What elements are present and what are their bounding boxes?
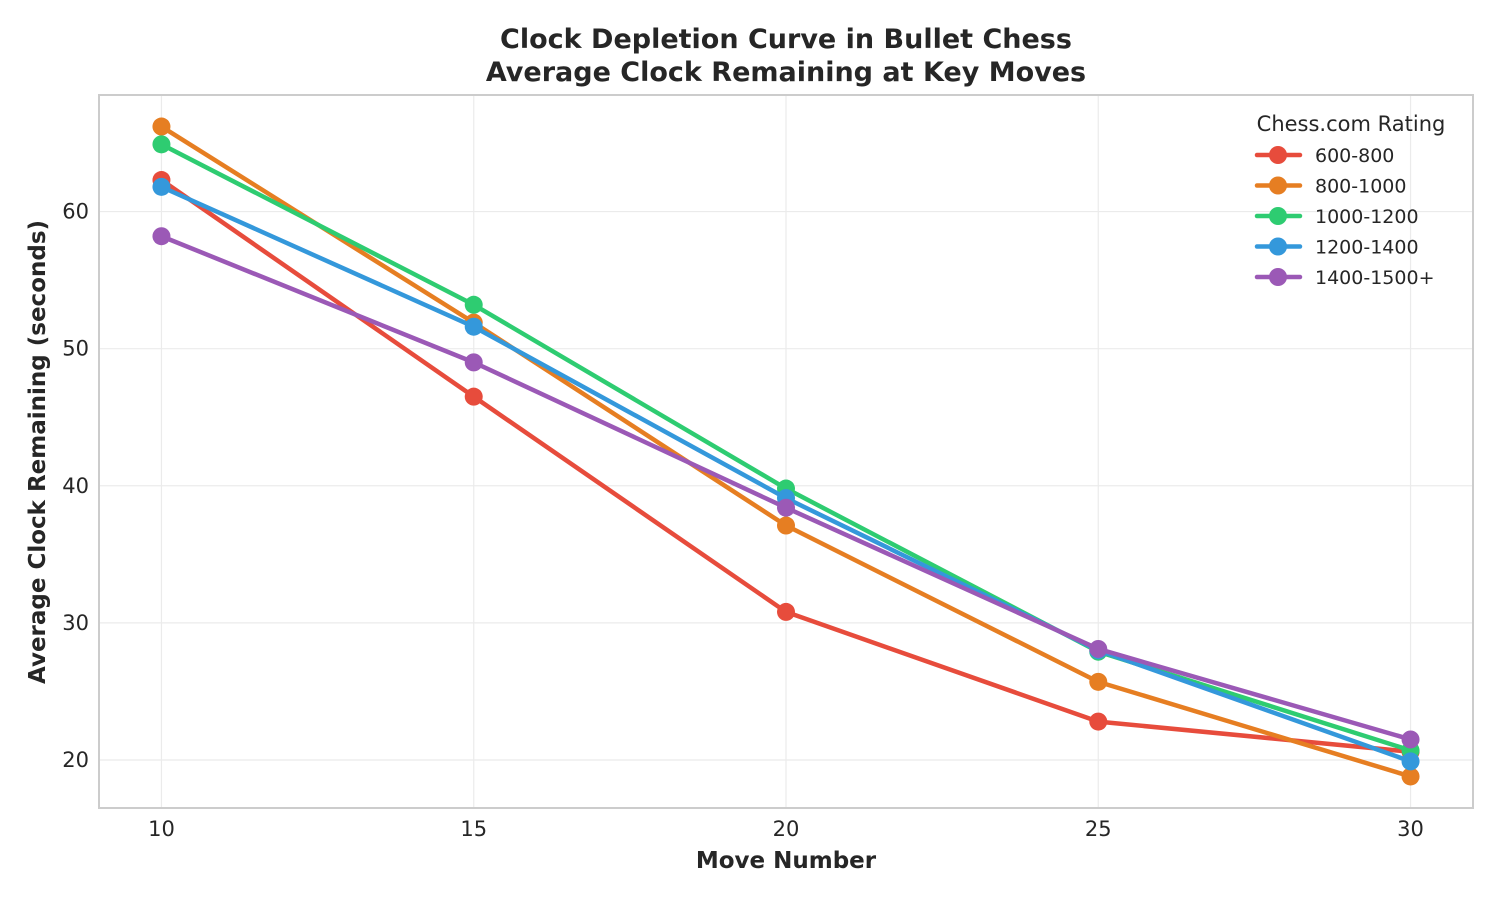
data-point (777, 602, 795, 621)
legend-swatch-marker (1269, 237, 1287, 256)
data-point (464, 295, 483, 314)
data-point (1401, 767, 1420, 786)
series-1400-1500+ (152, 227, 1420, 749)
legend-item: 800-1000 (1254, 176, 1406, 198)
data-point (1089, 639, 1108, 658)
series-layer (152, 117, 1420, 786)
chart-title-line1: Clock Depletion Curve in Bullet Chess (500, 24, 1072, 55)
x-tick-label: 20 (773, 817, 800, 841)
legend-swatch-marker (1269, 207, 1287, 225)
legend-item: 600-800 (1254, 145, 1394, 167)
legend-item: 1000-1200 (1254, 206, 1419, 228)
legend-items: 600-800 800-1000 1000-1200 1200-1400 1400-15… (1254, 145, 1434, 289)
data-point (777, 498, 795, 517)
legend-swatch-marker (1269, 146, 1287, 164)
y-tick-label: 40 (62, 474, 89, 498)
x-tick-label: 10 (148, 817, 175, 841)
legend-item: 1400-1500+ (1254, 267, 1434, 289)
data-point (464, 387, 483, 406)
legend-label: 600-800 (1315, 145, 1394, 167)
legend-label: 1400-1500+ (1315, 267, 1434, 289)
y-tick-label: 20 (62, 748, 89, 772)
y-tick-label: 50 (62, 337, 89, 361)
legend-swatch-marker (1269, 268, 1287, 286)
y-tick-label: 30 (62, 611, 89, 635)
grid (99, 95, 1473, 808)
data-point (464, 353, 483, 372)
x-tick-label: 15 (460, 817, 487, 841)
plot-frame (98, 94, 1474, 809)
data-point (152, 117, 171, 136)
data-point (464, 317, 483, 336)
legend-title: Chess.com Rating (1257, 112, 1446, 136)
legend-item: 1200-1400 (1254, 237, 1419, 259)
x-tick-label: 30 (1397, 817, 1424, 841)
y-tick-label: 60 (62, 200, 89, 224)
y-axis-label: Average Clock Remaining (seconds) (25, 220, 51, 684)
series-800-1000 (152, 117, 1420, 786)
data-point (152, 227, 171, 246)
data-point (1089, 712, 1108, 731)
legend: Chess.com Rating 600-800 800-1000 1000-120… (1254, 112, 1446, 289)
legend-label: 800-1000 (1315, 176, 1406, 198)
data-point (777, 516, 795, 535)
data-point (1401, 752, 1420, 771)
data-point (152, 135, 171, 154)
legend-swatch-marker (1269, 176, 1287, 195)
chart-title-line2: Average Clock Remaining at Key Moves (486, 57, 1086, 88)
data-point (152, 177, 171, 196)
data-point (1401, 730, 1420, 749)
x-axis-label: Move Number (696, 848, 877, 874)
x-tick-label: 25 (1085, 817, 1112, 841)
data-point (1089, 672, 1108, 691)
legend-label: 1000-1200 (1315, 206, 1419, 228)
axis-ticks: 10 15 20 25 30 20 30 40 50 60 (62, 200, 1424, 841)
legend-label: 1200-1400 (1315, 237, 1419, 259)
